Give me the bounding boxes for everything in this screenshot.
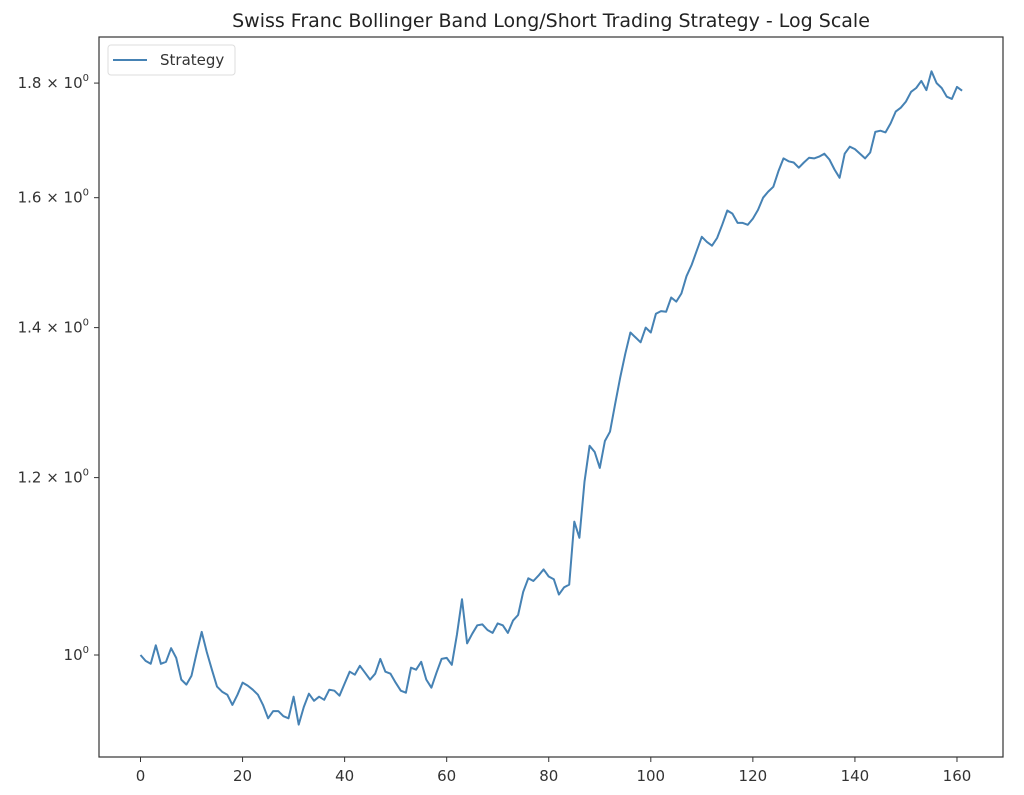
x-tick-label: 120 <box>739 767 768 785</box>
chart-title: Swiss Franc Bollinger Band Long/Short Tr… <box>232 10 870 32</box>
x-tick-label: 20 <box>233 767 252 785</box>
legend-label: Strategy <box>160 51 224 69</box>
x-tick-label: 100 <box>636 767 665 785</box>
y-axis: 100 1.2 × 100 1.4 × 100 1.6 × 100 1.8 × 100 <box>18 73 99 664</box>
y-tick-label: 1.8 × 100 <box>18 73 89 92</box>
legend-box <box>107 44 236 76</box>
x-tick-label: 160 <box>943 767 972 785</box>
x-tick-label: 40 <box>335 767 354 785</box>
strategy-line <box>139 70 963 726</box>
plot-frame <box>98 36 1004 758</box>
y-tick-label: 100 <box>64 645 89 664</box>
y-tick-label: 1.6 × 100 <box>18 188 89 207</box>
x-tick-label: 60 <box>437 767 456 785</box>
y-tick-label: 1.4 × 100 <box>18 318 89 337</box>
x-tick-label: 0 <box>136 767 146 785</box>
legend: Strategy <box>107 44 236 76</box>
x-tick-label: 80 <box>539 767 558 785</box>
x-tick-label: 140 <box>841 767 870 785</box>
y-tick-label: 1.2 × 100 <box>18 468 89 487</box>
x-axis: 0 20 40 60 80 100 120 140 160 <box>136 757 972 785</box>
